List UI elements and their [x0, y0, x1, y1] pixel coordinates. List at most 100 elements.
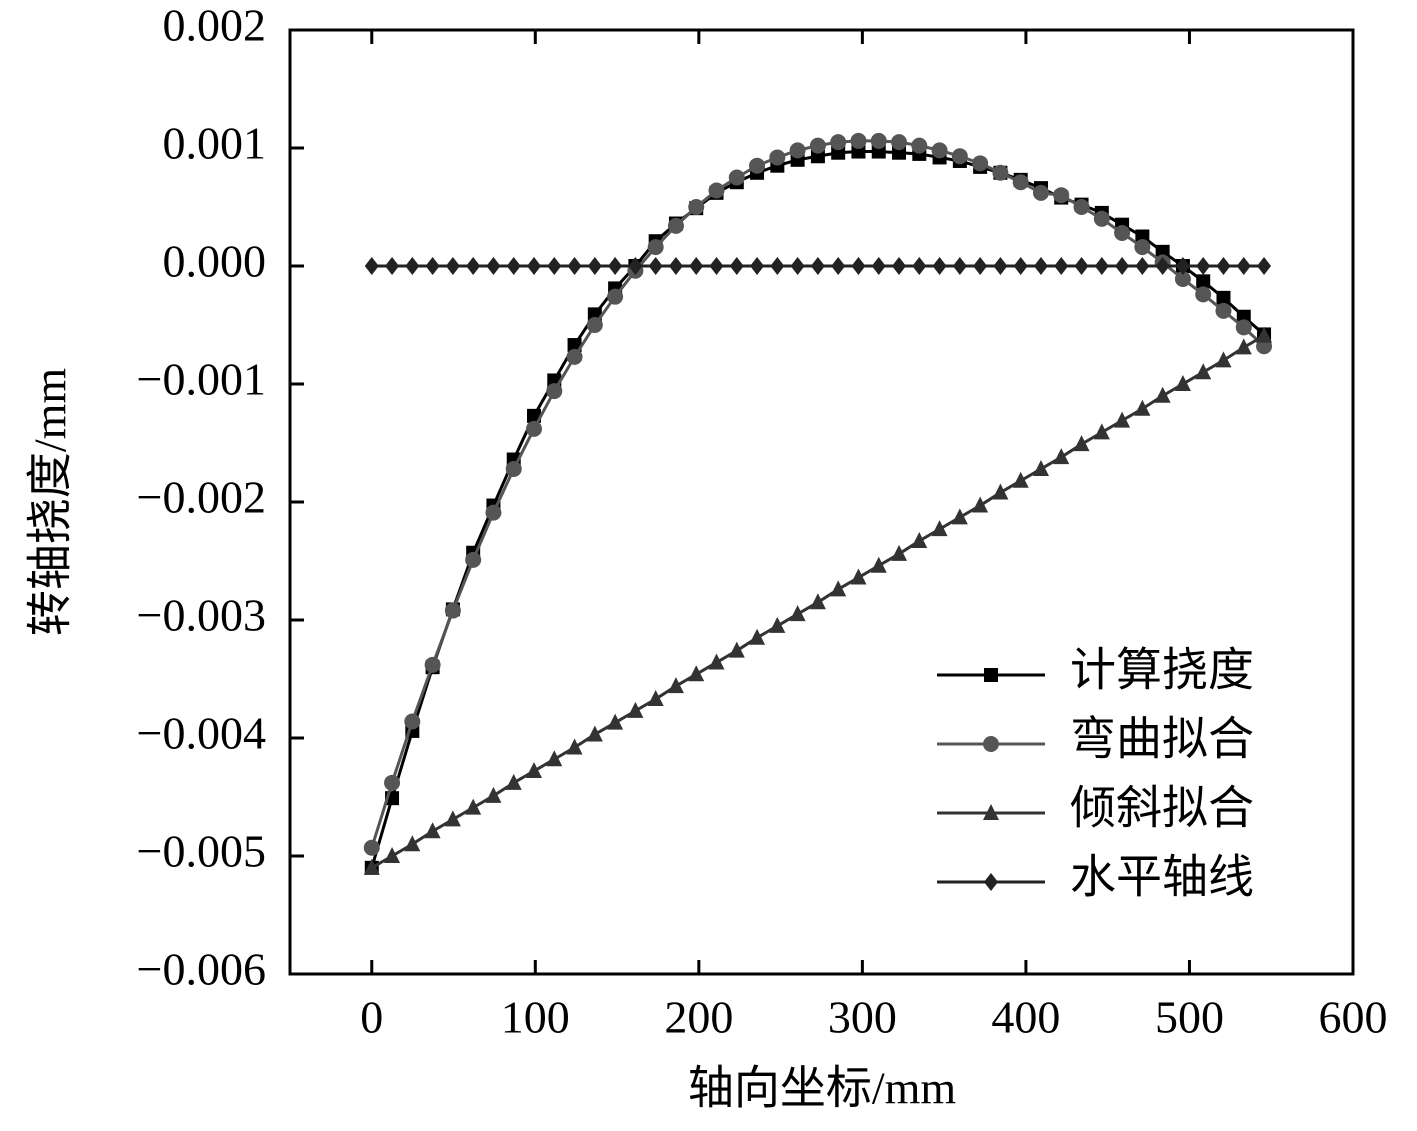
marker-triangle — [830, 580, 847, 597]
marker-triangle — [870, 556, 887, 573]
marker-triangle — [769, 616, 786, 633]
marker-triangle — [586, 725, 603, 742]
marker-circle — [1073, 199, 1090, 215]
marker-circle — [850, 132, 867, 149]
y-tick-label: 0.002 — [163, 0, 267, 51]
x-tick-label: 500 — [1155, 992, 1224, 1043]
x-tick-label: 100 — [501, 992, 570, 1043]
marker-diamond — [425, 257, 440, 275]
marker-circle — [607, 288, 624, 305]
marker-diamond — [1054, 257, 1069, 275]
marker-circle — [1215, 302, 1232, 319]
marker-triangle — [1154, 386, 1171, 403]
marker-diamond — [892, 257, 907, 275]
marker-triangle — [951, 508, 968, 525]
x-tick-label: 300 — [828, 992, 897, 1043]
marker-circle — [1012, 174, 1029, 191]
marker-triangle — [444, 810, 461, 827]
marker-diamond — [993, 257, 1008, 275]
marker-diamond — [912, 257, 927, 275]
marker-triangle — [546, 750, 563, 767]
marker-diamond — [608, 257, 623, 275]
marker-triangle — [363, 858, 380, 875]
marker-circle — [404, 713, 421, 730]
marker-triangle — [992, 483, 1009, 500]
marker-circle — [688, 199, 705, 215]
marker-triangle — [931, 520, 948, 537]
marker-diamond — [1196, 257, 1211, 275]
marker-diamond — [1135, 257, 1150, 275]
marker-triangle — [1256, 326, 1273, 343]
marker-circle — [1195, 286, 1212, 303]
marker-triangle — [850, 568, 867, 585]
marker-diamond — [831, 257, 846, 275]
marker-square — [1196, 274, 1211, 289]
marker-diamond — [1257, 257, 1272, 275]
marker-circle — [1053, 187, 1070, 204]
marker-diamond — [486, 257, 501, 275]
marker-diamond — [1236, 257, 1251, 275]
marker-circle — [1093, 210, 1110, 227]
marker-diamond — [405, 257, 420, 275]
marker-diamond — [547, 257, 562, 275]
marker-triangle — [465, 798, 482, 815]
marker-diamond — [984, 873, 998, 891]
marker-circle — [728, 169, 745, 186]
marker-diamond — [709, 257, 724, 275]
marker-diamond — [587, 257, 602, 275]
marker-diamond — [1033, 257, 1048, 275]
marker-square — [984, 668, 998, 682]
marker-triangle — [667, 677, 684, 694]
marker-circle — [485, 504, 502, 521]
marker-triangle — [505, 773, 522, 790]
marker-triangle — [1093, 423, 1110, 440]
marker-circle — [1114, 224, 1131, 241]
marker-circle — [647, 239, 664, 256]
marker-square — [567, 338, 582, 353]
marker-diamond — [628, 257, 643, 275]
marker-circle — [363, 839, 380, 856]
marker-circle — [789, 142, 806, 159]
marker-diamond — [648, 257, 663, 275]
marker-triangle — [566, 738, 583, 755]
marker-circle — [566, 348, 583, 365]
marker-triangle — [749, 628, 766, 645]
marker-triangle — [1012, 471, 1029, 488]
marker-triangle — [525, 762, 542, 779]
marker-triangle — [1114, 411, 1131, 428]
marker-circle — [891, 134, 908, 151]
marker-diamond — [668, 257, 683, 275]
y-tick-label: −0.003 — [137, 590, 266, 641]
marker-square — [1216, 290, 1231, 305]
marker-circle — [870, 132, 887, 149]
marker-diamond — [364, 257, 379, 275]
marker-circle — [1134, 239, 1151, 256]
marker-triangle — [1235, 338, 1252, 355]
marker-diamond — [810, 257, 825, 275]
y-tick-label: 0.000 — [163, 236, 267, 287]
marker-circle — [769, 149, 786, 166]
y-tick-label: 0.001 — [163, 118, 267, 169]
marker-diamond — [689, 257, 704, 275]
marker-diamond — [932, 257, 947, 275]
marker-triangle — [1174, 375, 1191, 391]
marker-circle — [749, 157, 766, 174]
marker-circle — [1174, 270, 1191, 287]
x-tick-label: 200 — [664, 992, 733, 1043]
y-tick-label: −0.001 — [137, 354, 266, 405]
marker-diamond — [790, 257, 805, 275]
marker-diamond — [1115, 257, 1130, 275]
marker-triangle — [485, 786, 502, 803]
marker-triangle — [972, 496, 989, 513]
marker-circle — [951, 148, 968, 165]
marker-circle — [546, 383, 563, 400]
marker-circle — [525, 420, 542, 437]
marker-diamond — [466, 257, 481, 275]
marker-circle — [424, 656, 441, 673]
marker-triangle — [647, 690, 664, 707]
marker-diamond — [506, 257, 521, 275]
x-tick-label: 0 — [360, 992, 383, 1043]
marker-triangle — [404, 835, 421, 852]
marker-circle — [911, 137, 928, 154]
y-tick-label: −0.006 — [137, 944, 266, 995]
